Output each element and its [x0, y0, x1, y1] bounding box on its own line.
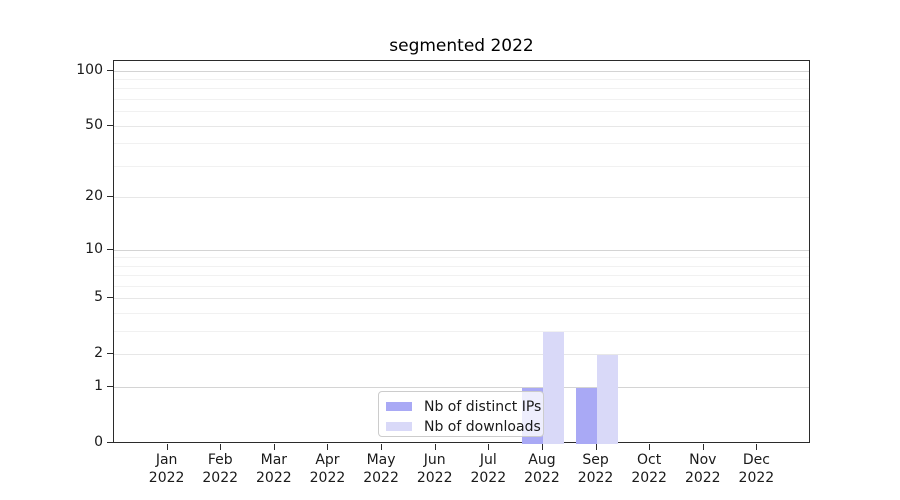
gridline-minor [114, 257, 809, 259]
x-axis-tick-label: Jul 2022 [470, 452, 507, 486]
y-axis-tick [107, 353, 113, 355]
legend: Nb of distinct IPs Nb of downloads [378, 391, 544, 437]
y-axis-tick [107, 442, 113, 443]
y-axis-tick-label: 0 [94, 434, 103, 450]
gridline-major [114, 197, 809, 199]
y-axis-tick [107, 196, 113, 198]
y-axis-tick-label: 50 [85, 116, 103, 133]
x-axis-tick-label: Mar 2022 [256, 452, 292, 486]
x-axis-tick [220, 444, 222, 450]
x-axis-tick [756, 444, 758, 450]
x-axis-tick-label: Nov 2022 [684, 452, 721, 486]
y-axis-tick-label: 5 [94, 289, 103, 306]
x-axis-tick-label: Oct 2022 [631, 452, 667, 486]
legend-label-distinct-ips: Nb of distinct IPs [424, 398, 542, 415]
gridline-minor [114, 88, 809, 90]
y-axis-tick-label: 2 [94, 345, 103, 362]
x-axis-tick-label: May 2022 [363, 452, 399, 486]
legend-swatch-distinct-ips [386, 402, 412, 411]
y-axis-tick-label: 10 [85, 240, 103, 257]
gridline-major [114, 354, 809, 356]
legend-entry-distinct-ips: Nb of distinct IPs [386, 398, 543, 415]
x-axis-tick [273, 444, 275, 450]
gridline-major [114, 125, 809, 127]
gridline-minor [114, 265, 809, 267]
y-axis-tick-label: 20 [85, 188, 103, 205]
gridline-major [114, 387, 809, 389]
x-axis-tick [702, 444, 704, 450]
y-axis-tick-label: 100 [76, 61, 103, 78]
x-axis-tick-label: Sep 2022 [577, 452, 614, 486]
gridline-minor [114, 331, 809, 333]
chart-title: segmented 2022 [389, 36, 534, 56]
x-axis-tick [649, 444, 651, 450]
x-axis-tick [488, 444, 490, 450]
x-axis-tick-label: Jan 2022 [148, 452, 185, 486]
legend-swatch-downloads [386, 422, 412, 431]
gridline-minor [114, 143, 809, 145]
x-axis-tick-label: Aug 2022 [524, 452, 560, 486]
gridline-minor [114, 275, 809, 277]
bar-downloads [596, 355, 618, 444]
gridline-minor [114, 99, 809, 101]
gridline-minor [114, 165, 809, 167]
x-axis-tick [381, 444, 383, 450]
gridline-major [114, 249, 809, 251]
x-axis-tick [166, 444, 168, 450]
bar-downloads [542, 332, 564, 444]
x-axis-tick [595, 444, 597, 450]
gridline-minor [114, 111, 809, 113]
bar-distinct-ips [575, 388, 597, 444]
y-axis-tick-label: 1 [94, 378, 103, 395]
plot-area [113, 60, 810, 444]
y-axis-tick [107, 124, 113, 126]
x-axis-tick [327, 444, 329, 450]
y-axis-tick [107, 386, 113, 388]
gridline-minor [114, 313, 809, 315]
legend-entry-downloads: Nb of downloads [386, 418, 543, 435]
x-axis-tick [541, 444, 543, 450]
x-axis-tick-label: Jun 2022 [416, 452, 453, 486]
x-axis-tick-label: Feb 2022 [202, 452, 239, 486]
gridline-major [114, 298, 809, 300]
gridline-major [114, 70, 809, 72]
gridline-minor [114, 79, 809, 80]
y-axis-tick [107, 248, 113, 250]
x-axis-tick [434, 444, 436, 450]
x-axis-tick-label: Dec 2022 [738, 452, 775, 486]
y-axis-tick [107, 297, 113, 299]
y-axis-tick [107, 69, 113, 71]
gridline-minor [114, 285, 809, 287]
x-axis-tick-label: Apr 2022 [309, 452, 346, 486]
legend-label-downloads: Nb of downloads [424, 418, 541, 435]
